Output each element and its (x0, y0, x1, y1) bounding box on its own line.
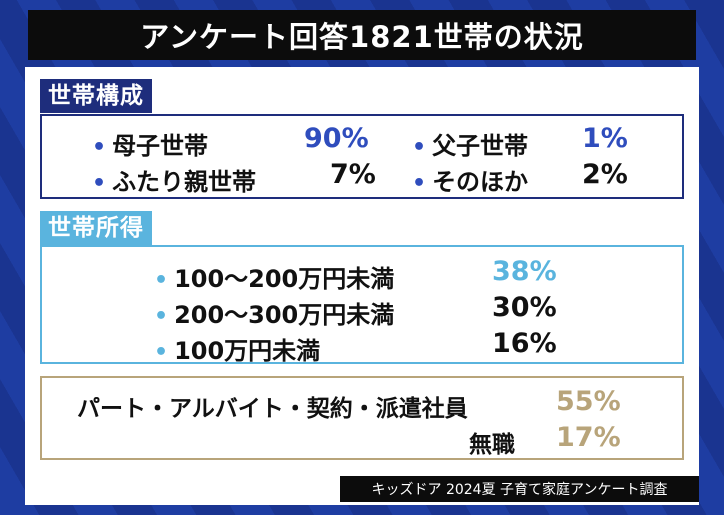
page-title: アンケート回答1821世帯の状況 (28, 10, 696, 60)
composition-value: 7% (330, 159, 376, 190)
employment-box: パート・アルバイト・契約・派遣社員 55% 無職 17% (40, 376, 684, 460)
employment-value: 55% (556, 386, 621, 417)
income-box: • 100～200万円未満 38% • 200～300万円未満 30% • 100万円… (40, 245, 684, 365)
composition-value: 2% (582, 159, 628, 190)
composition-box: • 母子世帯 90% • 父子世帯 1% • ふたり親世帯 7% • そのほか 2% (40, 114, 684, 199)
composition-item: • 父子世帯 (412, 132, 529, 160)
bullet-icon: • (92, 171, 107, 196)
section-label-composition: 世帯構成 (40, 79, 152, 113)
income-value: 38% (492, 256, 557, 287)
page-title-text: アンケート回答1821世帯の状況 (140, 20, 584, 54)
content-panel: 世帯構成 • 母子世帯 90% • 父子世帯 1% • ふたり親世帯 7% • そのほか… (25, 67, 699, 505)
composition-value: 1% (582, 123, 628, 154)
bullet-icon: • (154, 340, 169, 365)
bullet-icon: • (412, 171, 427, 196)
income-value: 16% (492, 328, 557, 359)
composition-item: • ふたり親世帯 (92, 168, 257, 196)
income-item: • 100～200万円未満 (154, 265, 395, 293)
bullet-icon: • (154, 268, 169, 293)
employment-item: パート・アルバイト・契約・派遣社員 (77, 396, 468, 422)
bullet-icon: • (412, 135, 427, 160)
source-caption: キッズドア 2024夏 子育て家庭アンケート調査 (340, 476, 699, 502)
composition-item: • そのほか (412, 168, 529, 196)
bullet-icon: • (154, 304, 169, 329)
employment-item: 無職 (469, 432, 515, 458)
composition-value: 90% (304, 123, 369, 154)
bullet-icon: • (92, 135, 107, 160)
income-value: 30% (492, 292, 557, 323)
employment-value: 17% (556, 422, 621, 453)
section-label-income: 世帯所得 (40, 211, 152, 245)
income-item: • 200～300万円未満 (154, 301, 395, 329)
income-item: • 100万円未満 (154, 337, 321, 365)
composition-item: • 母子世帯 (92, 132, 209, 160)
